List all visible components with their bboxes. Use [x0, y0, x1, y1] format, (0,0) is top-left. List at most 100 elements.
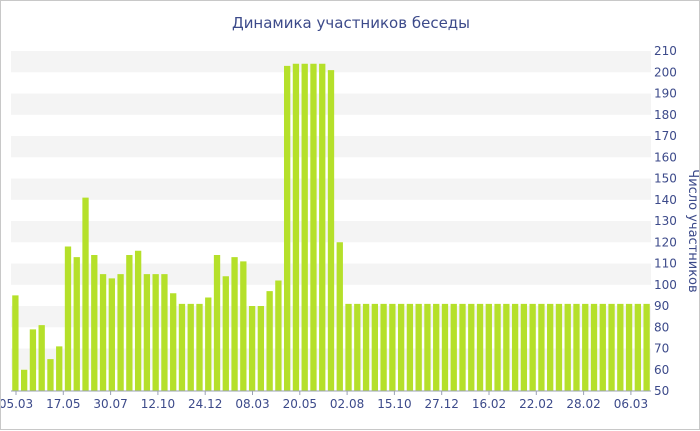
y-ticks: 50 60 70 80 90 100 110 120 130 140 150 160 170 180 190… [654, 44, 677, 398]
bar [231, 257, 238, 391]
y-tick-label: 60 [654, 363, 669, 377]
bar [336, 242, 343, 391]
bar [99, 274, 107, 391]
bar [143, 274, 151, 391]
bar [248, 306, 256, 391]
bar [196, 303, 203, 391]
y-tick-label: 130 [654, 214, 677, 228]
bar [617, 303, 624, 391]
y-tick-label: 170 [654, 129, 677, 143]
bar [152, 274, 159, 391]
bar [91, 255, 98, 391]
x-tick-label: 02.08 [330, 397, 364, 411]
bar [590, 303, 598, 391]
bars [12, 63, 650, 391]
x-tick-label: 05.03 [1, 397, 33, 411]
bar [73, 257, 80, 391]
bar [64, 246, 72, 391]
x-tick-label: 22.02 [519, 397, 553, 411]
x-tick-label: 06.03 [614, 397, 648, 411]
x-tick-label: 12.10 [141, 397, 175, 411]
y-axis-label: Число участников [685, 169, 700, 292]
bar [485, 303, 492, 391]
bar [371, 303, 378, 391]
x-ticks: 05.03 17.05 30.07 12.10 24.12 08.03 20.05 02.08… [1, 391, 648, 411]
bar [511, 303, 519, 391]
bar [406, 303, 414, 391]
x-tick-label: 08.03 [235, 397, 269, 411]
bar [117, 274, 124, 391]
bar [108, 278, 115, 391]
x-tick-label: 17.05 [46, 397, 80, 411]
bar [625, 303, 633, 391]
x-tick-label: 15.10 [377, 397, 411, 411]
bar [573, 303, 580, 391]
grid-band [11, 51, 651, 73]
bar [12, 295, 19, 391]
bar [564, 303, 571, 391]
bar [494, 303, 501, 391]
y-tick-label: 120 [654, 235, 677, 249]
y-tick-label: 140 [654, 193, 677, 207]
bar [380, 303, 387, 391]
bar [38, 325, 45, 391]
bar [582, 303, 589, 391]
bar [205, 297, 212, 391]
bar [284, 65, 291, 391]
bar [599, 303, 606, 391]
x-tick-label: 16.02 [472, 397, 506, 411]
bar [292, 63, 300, 391]
bar [520, 303, 528, 391]
bar [547, 303, 554, 391]
y-tick-label: 180 [654, 108, 677, 122]
bar [634, 303, 642, 391]
bar [170, 293, 177, 391]
y-tick-label: 80 [654, 320, 669, 334]
bar [47, 359, 54, 391]
bar [275, 280, 282, 391]
bar [608, 303, 615, 391]
bar [345, 303, 352, 391]
bar [310, 63, 317, 391]
x-tick-label: 27.12 [425, 397, 459, 411]
bar [178, 303, 186, 391]
y-tick-label: 70 [654, 342, 669, 356]
y-tick-label: 190 [654, 87, 677, 101]
bar [82, 197, 89, 391]
bar [555, 303, 563, 391]
bar [503, 303, 510, 391]
y-tick-label: 90 [654, 299, 669, 313]
x-tick-label: 20.05 [283, 397, 317, 411]
bar [354, 303, 361, 391]
bar [397, 303, 405, 391]
y-tick-label: 150 [654, 172, 677, 186]
x-tick-label: 28.02 [566, 397, 600, 411]
y-tick-label: 200 [654, 65, 677, 79]
bar [240, 261, 247, 391]
bar [301, 63, 308, 391]
bar [424, 303, 431, 391]
bar [20, 369, 28, 391]
bar [319, 63, 326, 391]
y-tick-label: 110 [654, 257, 677, 271]
bar [538, 303, 545, 391]
bar [327, 70, 335, 391]
bar [161, 274, 168, 391]
bar [362, 303, 370, 391]
bar [266, 291, 273, 391]
bar [459, 303, 466, 391]
y-tick-label: 50 [654, 384, 669, 398]
bar [56, 346, 63, 391]
bar [476, 303, 484, 391]
bar [441, 303, 449, 391]
bar [389, 303, 396, 391]
y-tick-label: 160 [654, 150, 677, 164]
bar [213, 255, 221, 391]
bar [433, 303, 440, 391]
y-tick-label: 100 [654, 278, 677, 292]
chart-title: Динамика участников беседы [231, 14, 471, 32]
bar [257, 306, 265, 391]
bar [187, 303, 194, 391]
